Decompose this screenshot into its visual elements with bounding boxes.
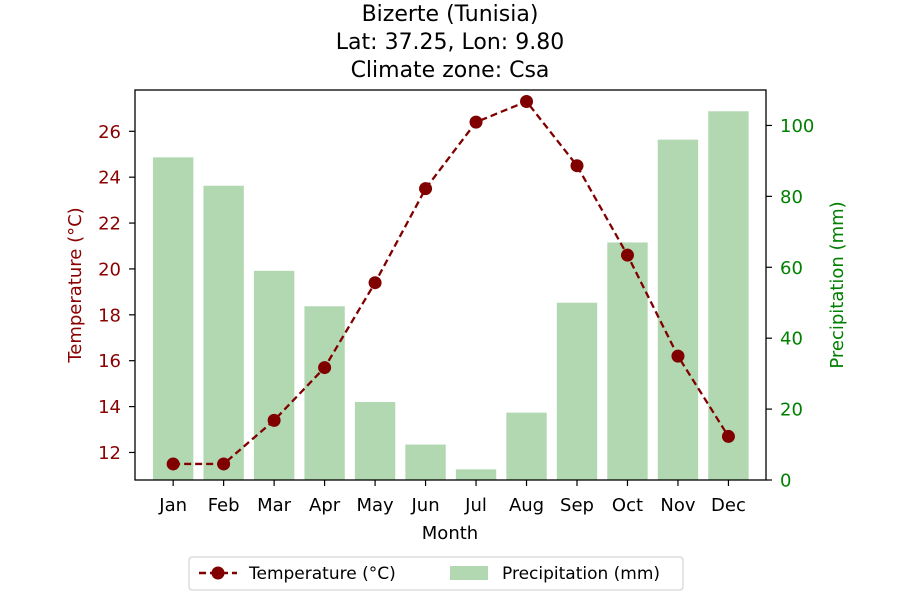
temperature-point-apr [318, 361, 332, 375]
precipitation-bars [152, 111, 749, 481]
legend-temperature-swatch-marker [211, 566, 225, 580]
plot-frame [134, 89, 767, 481]
y-left-tick-label-20: 20 [98, 259, 121, 280]
axes [129, 89, 772, 486]
y-left-tick-labels: 12 14 16 18 20 22 24 26 [98, 122, 121, 464]
precipitation-bar-apr [304, 306, 345, 480]
precipitation-bar-feb [203, 185, 244, 480]
temperature-point-sep [570, 159, 584, 173]
precipitation-bar-mar [253, 270, 295, 480]
precipitation-bar-oct [607, 242, 648, 480]
x-tick-label-dec: Dec [711, 495, 746, 516]
y-right-tick-labels: 0 20 40 60 80 100 [780, 116, 814, 492]
temperature-point-jun [419, 182, 433, 196]
y-right-tick-label-20: 20 [780, 400, 803, 421]
x-axis-label: Month [422, 523, 478, 544]
chart-title-line-3: Climate zone: Csa [351, 58, 550, 83]
y-right-tick-label-80: 80 [780, 187, 803, 208]
temperature-point-jul [469, 115, 483, 129]
x-tick-label-aug: Aug [509, 495, 544, 516]
chart-title-line-2: Lat: 37.25, Lon: 9.80 [336, 30, 564, 55]
x-tick-label-jul: Jul [464, 495, 487, 516]
y-right-axis-label: Precipitation (mm) [827, 201, 848, 368]
temperature-point-oct [620, 248, 634, 262]
y-right-tick-label-60: 60 [780, 258, 803, 279]
precipitation-bar-sep [556, 302, 598, 480]
chart-title: Bizerte (Tunisia) Lat: 37.25, Lon: 9.80 … [336, 2, 564, 83]
temperature-point-jan [166, 457, 180, 471]
precipitation-bar-jul [455, 469, 497, 480]
precipitation-bar-nov [657, 139, 699, 481]
y-left-tick-label-16: 16 [98, 351, 121, 372]
legend-frame [188, 556, 684, 591]
y-right-tick-label-100: 100 [780, 116, 814, 137]
legend: Temperature (°C) Precipitation (mm) [188, 556, 684, 591]
y-right-tick-label-40: 40 [780, 329, 803, 350]
y-left-tick-label-22: 22 [98, 214, 121, 235]
precipitation-bar-jan [152, 157, 194, 480]
temperature-point-may [368, 276, 382, 290]
y-left-tick-label-24: 24 [98, 168, 121, 189]
x-tick-label-may: May [356, 495, 394, 516]
x-tick-label-apr: Apr [309, 495, 341, 516]
temperature-point-aug [520, 94, 534, 108]
temperature-point-dec [721, 429, 735, 443]
precipitation-bar-may [354, 402, 396, 480]
precipitation-bar-jun [405, 444, 446, 480]
x-tick-label-jan: Jan [158, 495, 187, 516]
precipitation-bar-dec [708, 111, 749, 480]
y-left-tick-label-14: 14 [98, 397, 121, 418]
y-left-tick-label-26: 26 [98, 122, 121, 143]
x-tick-labels: Jan Feb Mar Apr May Jun Jul Aug Sep Oct Nov Dec [158, 495, 746, 516]
temperature-point-mar [267, 413, 281, 427]
legend-temperature-label: Temperature (°C) [248, 564, 396, 584]
x-tick-label-mar: Mar [257, 495, 292, 516]
y-left-axis-label: Temperature (°C) [65, 207, 86, 363]
x-tick-label-feb: Feb [208, 495, 240, 516]
temperature-point-nov [671, 349, 685, 363]
temperature-point-feb [217, 457, 231, 471]
x-tick-label-jun: Jun [410, 495, 439, 516]
y-right-tick-label-0: 0 [780, 471, 791, 492]
x-tick-label-oct: Oct [612, 495, 643, 516]
chart-title-line-1: Bizerte (Tunisia) [362, 2, 539, 27]
legend-precipitation-label: Precipitation (mm) [502, 564, 660, 584]
precipitation-bar-aug [506, 412, 547, 480]
x-tick-label-nov: Nov [660, 495, 695, 516]
y-left-tick-label-18: 18 [98, 305, 121, 326]
temperature-line-layer [166, 94, 735, 471]
x-tick-label-sep: Sep [560, 495, 594, 516]
legend-precipitation-swatch [450, 566, 488, 580]
y-left-tick-label-12: 12 [98, 443, 121, 464]
